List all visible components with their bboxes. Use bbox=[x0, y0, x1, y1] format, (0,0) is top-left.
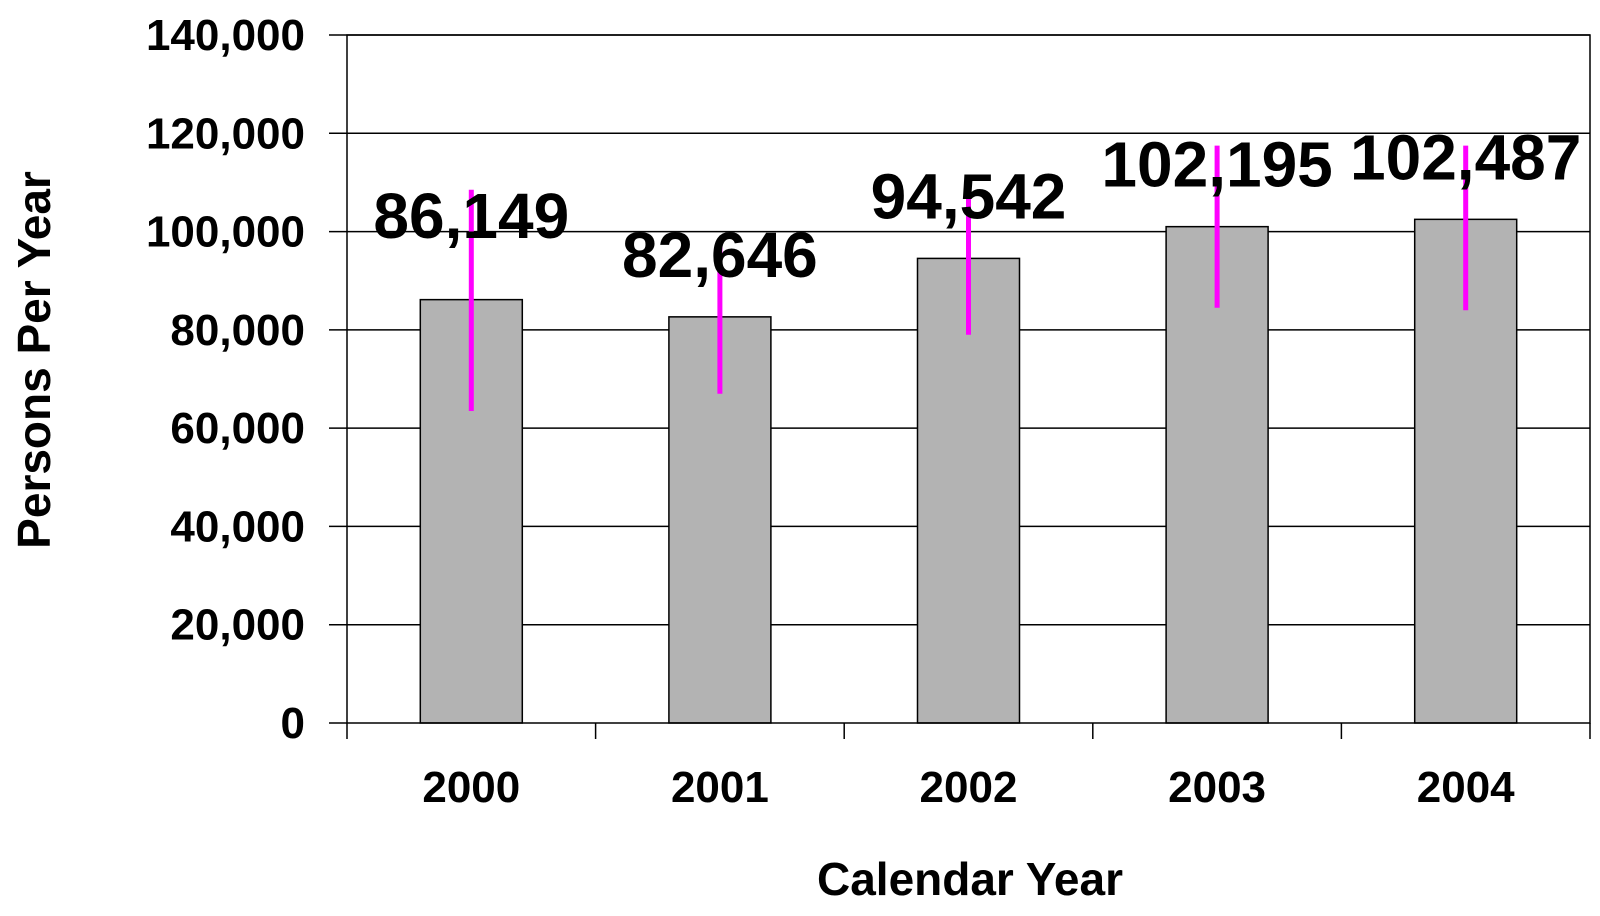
x-tick-label: 2003 bbox=[1168, 763, 1266, 812]
y-tick-label: 20,000 bbox=[170, 601, 305, 650]
data-label: 94,542 bbox=[871, 160, 1067, 232]
y-axis-title: Persons Per Year bbox=[8, 171, 60, 549]
x-tick-labels: 2000 2001 2002 2003 2004 bbox=[422, 763, 1515, 812]
plot-frame bbox=[346, 34, 1591, 724]
bar bbox=[1165, 225, 1269, 724]
data-label: 102,487 bbox=[1350, 121, 1581, 193]
error-bars bbox=[468, 145, 1469, 411]
data-labels: 86,149 82,646 94,542 102,195 102,487 bbox=[373, 121, 1581, 291]
x-tick-label: 2001 bbox=[671, 763, 769, 812]
y-tick-label: 140,000 bbox=[146, 11, 305, 60]
axes bbox=[329, 34, 1591, 739]
data-label: 86,149 bbox=[373, 180, 569, 252]
y-tick-label: 40,000 bbox=[170, 502, 305, 551]
y-tick-label: 80,000 bbox=[170, 306, 305, 355]
data-label: 82,646 bbox=[622, 219, 818, 291]
bar bbox=[916, 257, 1021, 724]
y-tick-label: 0 bbox=[281, 699, 305, 748]
y-tick-label: 100,000 bbox=[146, 208, 305, 257]
y-tick-label: 60,000 bbox=[170, 404, 305, 453]
x-tick-label: 2002 bbox=[920, 763, 1018, 812]
x-tick-label: 2004 bbox=[1417, 763, 1515, 812]
x-tick-label: 2000 bbox=[422, 763, 520, 812]
data-label: 102,195 bbox=[1101, 129, 1332, 201]
y-tick-labels: 0 20,000 40,000 60,000 80,000 100,000 120,000 1… bbox=[146, 11, 305, 748]
x-axis-title: Calendar Year bbox=[817, 853, 1123, 905]
y-tick-label: 120,000 bbox=[146, 109, 305, 158]
